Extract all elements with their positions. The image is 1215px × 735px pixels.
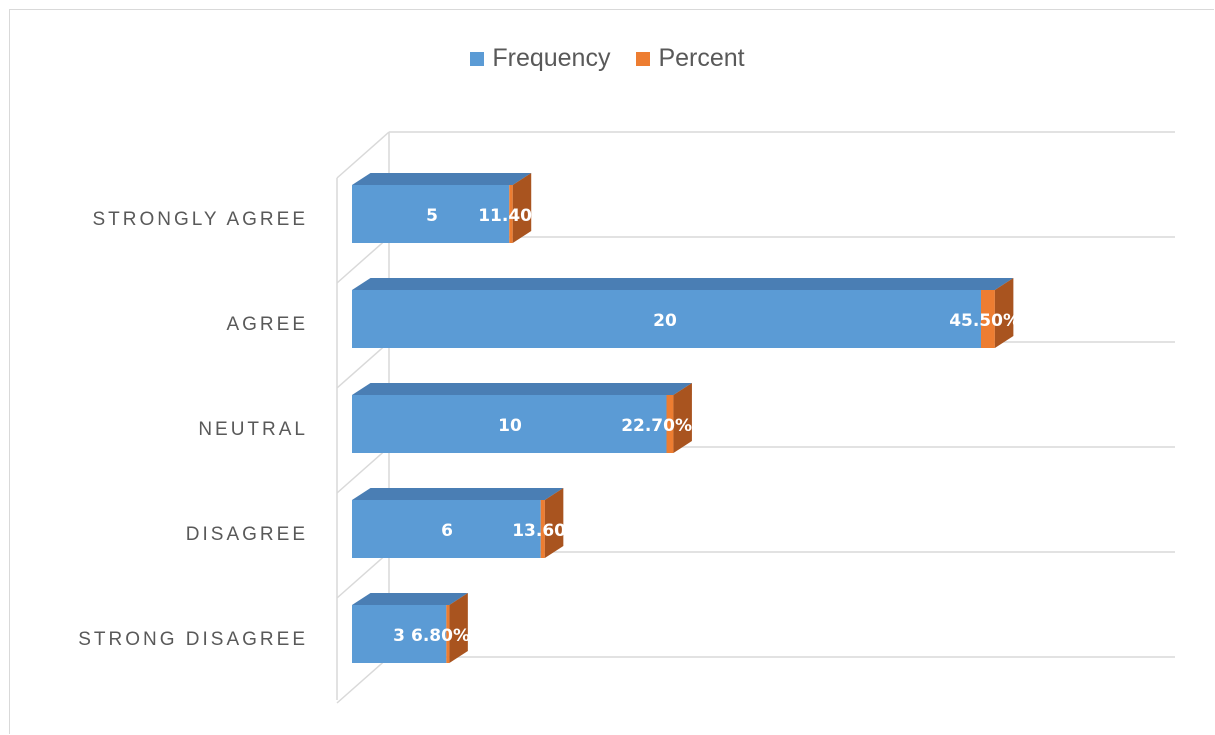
data-label-frequency: 3 [393,626,405,646]
gridline-depth [336,341,390,389]
bar-frequency [352,605,447,663]
data-label-percent: 45.50% [949,311,1020,331]
bar-side-face [673,383,692,453]
bar-percent [981,290,995,348]
bar-top-face [352,593,468,605]
bar-side-face [994,278,1014,348]
legend-label-frequency: Frequency [492,44,611,72]
legend-label-percent: Percent [658,44,745,72]
bar-percent [446,605,450,663]
bar-top-face [352,488,564,500]
bar-side-face [512,173,532,243]
bar-top-face [352,278,1014,290]
legend-swatch-percent [636,51,651,66]
data-label-frequency: 5 [426,206,438,226]
data-label-frequency: 6 [441,521,453,541]
gridline-depth [336,656,390,704]
chart-legend: Frequency Percent [0,44,1215,73]
category-label: STRONGLY AGREE [92,209,308,230]
bar-percent [540,500,545,558]
bar-top-face [352,173,532,185]
bar-frequency [352,290,981,348]
data-label-frequency: 10 [498,416,522,436]
category-label: STRONG DISAGREE [78,629,308,650]
bar-percent [509,185,513,243]
bar-top-face [352,383,692,395]
category-label: NEUTRAL [198,419,308,440]
bar-percent [666,395,674,453]
legend-item-percent[interactable]: Percent [636,44,745,73]
data-label-frequency: 20 [653,311,677,331]
legend-item-frequency[interactable]: Frequency [470,44,610,73]
bar-frequency [352,185,510,243]
data-label-percent: 11.40 [478,206,532,226]
legend-swatch-frequency [470,51,485,66]
bar-side-face [544,488,564,558]
data-label-percent: 13.60 [512,521,566,541]
gridline-depth [336,236,390,284]
data-label-percent: 22.70% [621,416,692,436]
chart-frame [9,9,1214,734]
data-label-percent: 6.80% [411,626,470,646]
gridline-depth [336,131,390,179]
category-label: DISAGREE [186,524,308,545]
bar-side-face [449,593,468,663]
bar-frequency [352,395,667,453]
bar-frequency [352,500,541,558]
gridline-depth [336,446,390,494]
gridline-depth [336,551,390,599]
category-label: AGREE [226,314,308,335]
